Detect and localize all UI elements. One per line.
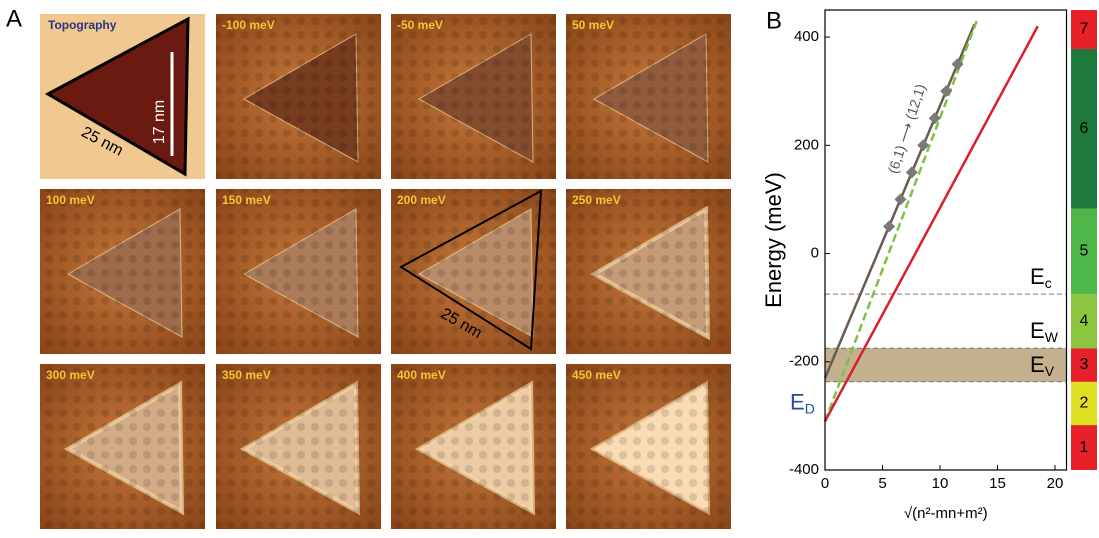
img-label: 100 meV: [46, 193, 95, 207]
band-label: 4: [1080, 312, 1089, 329]
diamond: [951, 58, 964, 71]
band-label: 1: [1080, 439, 1089, 456]
subscript: D: [805, 400, 815, 416]
diamond: [940, 85, 953, 98]
img-label: 150 meV: [222, 193, 271, 207]
y-tick-label: -400: [789, 461, 819, 478]
triangle: [44, 16, 190, 177]
y-tick-label: 400: [794, 28, 819, 45]
texture: [216, 14, 381, 179]
x-tick-label: 5: [878, 475, 886, 492]
x-tick-label: 15: [989, 475, 1006, 492]
band-label: 5: [1080, 243, 1089, 260]
texture: [566, 14, 731, 179]
texture: [216, 364, 381, 529]
img-label: Topography: [48, 18, 117, 32]
label: E: [790, 389, 805, 414]
plot-frame: [824, 9, 1068, 471]
band-label: 7: [1080, 21, 1089, 38]
texture: [391, 14, 556, 179]
x-axis-label: √(n²-mn+m²): [904, 505, 988, 522]
diamond: [917, 139, 930, 152]
texture: [40, 364, 205, 529]
texture: [391, 189, 556, 354]
img-label: 250 meV: [572, 193, 621, 207]
label: E: [1030, 264, 1045, 289]
img-label: -100 meV: [222, 18, 275, 32]
label: E: [1030, 318, 1045, 343]
band-label: 2: [1080, 395, 1089, 412]
color-band: [1071, 294, 1097, 349]
diamond: [928, 112, 941, 125]
color-band: [1071, 381, 1097, 426]
y-tick-label: 0: [811, 244, 819, 261]
diamond: [883, 220, 896, 233]
img-label: 350 meV: [222, 368, 271, 382]
reference-label: EV: [1030, 352, 1055, 379]
img-label: -50 meV: [397, 18, 443, 32]
color-band: [1071, 48, 1097, 209]
color-band: [1071, 208, 1097, 295]
texture: [40, 189, 205, 354]
color-band: [1071, 10, 1097, 49]
img-label: 200 meV: [397, 193, 446, 207]
img-label: 450 meV: [572, 368, 621, 382]
subscript: W: [1045, 329, 1059, 345]
annotation: (6,1) ⟶ (12,1): [885, 82, 929, 176]
reference-label: Ec: [1030, 264, 1052, 291]
band-label: 3: [1080, 356, 1089, 373]
scale-label: 17 nm: [151, 100, 168, 144]
y-tick-label: 200: [794, 136, 819, 153]
color-band: [1071, 348, 1097, 382]
subscript: c: [1045, 275, 1052, 291]
texture: [391, 364, 556, 529]
subscript: V: [1045, 362, 1055, 378]
diamond: [894, 193, 907, 206]
texture: [566, 189, 731, 354]
img-label: 400 meV: [397, 368, 446, 382]
x-tick-label: 20: [1047, 475, 1064, 492]
texture: [566, 364, 731, 529]
y-tick-label: -200: [789, 353, 819, 370]
x-tick-label: 0: [821, 475, 829, 492]
panel-label: B: [766, 7, 782, 34]
color-band: [1071, 425, 1097, 470]
texture: [216, 189, 381, 354]
img-label: 50 meV: [572, 18, 614, 32]
shaded-band: [825, 348, 1067, 382]
panel-label: A: [6, 5, 22, 32]
label: E: [1030, 352, 1045, 377]
y-axis-label: Energy (meV): [761, 172, 786, 308]
band-label: 6: [1080, 120, 1089, 137]
x-tick-label: 10: [932, 475, 949, 492]
diamond: [905, 166, 918, 179]
line: [823, 25, 1039, 422]
reference-label: EW: [1030, 318, 1059, 345]
dirac-label: ED: [790, 389, 815, 416]
triangle-outline: [399, 189, 543, 351]
img-label: 300 meV: [46, 368, 95, 382]
